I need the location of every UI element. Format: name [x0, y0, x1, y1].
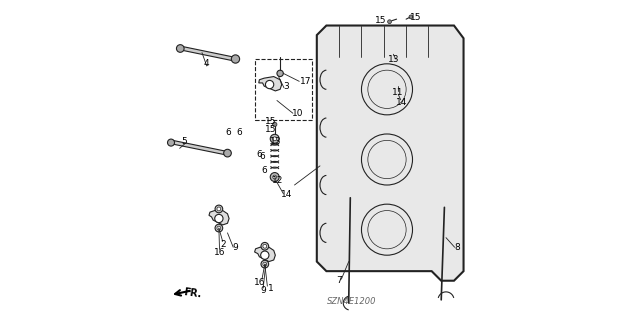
Circle shape	[277, 70, 284, 77]
Text: 13: 13	[388, 55, 399, 63]
Circle shape	[217, 226, 221, 230]
Circle shape	[273, 137, 276, 141]
Text: 13: 13	[270, 137, 282, 146]
Text: 7: 7	[336, 276, 342, 285]
Circle shape	[394, 90, 402, 98]
Circle shape	[394, 50, 403, 59]
Text: 4: 4	[204, 59, 209, 68]
Circle shape	[261, 242, 269, 250]
Circle shape	[273, 122, 277, 127]
Text: 6: 6	[257, 150, 262, 159]
Circle shape	[215, 214, 223, 223]
Polygon shape	[317, 26, 463, 281]
Circle shape	[263, 262, 267, 266]
Text: 9: 9	[232, 243, 238, 252]
Text: 14: 14	[396, 98, 407, 107]
Polygon shape	[178, 46, 236, 61]
Text: 1: 1	[268, 284, 273, 293]
Circle shape	[223, 149, 231, 157]
Circle shape	[409, 15, 413, 19]
Polygon shape	[255, 247, 275, 262]
Circle shape	[168, 139, 175, 146]
Circle shape	[266, 80, 274, 89]
Text: 11: 11	[392, 88, 404, 97]
Text: SZN4E1200: SZN4E1200	[327, 297, 377, 306]
Circle shape	[270, 134, 279, 143]
FancyBboxPatch shape	[255, 59, 312, 120]
Polygon shape	[209, 211, 229, 225]
Text: 14: 14	[281, 190, 292, 199]
Text: 16: 16	[214, 248, 225, 256]
Circle shape	[261, 260, 269, 268]
Circle shape	[215, 224, 223, 232]
Text: 8: 8	[454, 243, 460, 252]
Text: 6: 6	[225, 128, 231, 137]
Circle shape	[388, 20, 392, 24]
Text: 6: 6	[236, 128, 242, 137]
Text: 3: 3	[284, 82, 289, 91]
Circle shape	[263, 244, 267, 248]
Circle shape	[231, 55, 239, 63]
Text: 15: 15	[410, 13, 422, 22]
Circle shape	[177, 45, 184, 52]
Circle shape	[270, 173, 279, 182]
Text: 15: 15	[265, 117, 276, 126]
Text: 6: 6	[261, 166, 267, 175]
Circle shape	[217, 207, 221, 211]
Text: 15: 15	[375, 16, 387, 25]
Text: 10: 10	[292, 109, 303, 118]
Circle shape	[273, 175, 276, 179]
Circle shape	[215, 205, 223, 213]
Text: 2: 2	[220, 240, 225, 249]
Polygon shape	[259, 77, 282, 91]
Circle shape	[260, 251, 269, 259]
Text: 9: 9	[260, 286, 266, 295]
Text: FR.: FR.	[183, 287, 202, 300]
Text: 16: 16	[253, 278, 265, 287]
Polygon shape	[170, 140, 227, 155]
Text: 5: 5	[182, 137, 188, 146]
Text: 17: 17	[300, 77, 312, 86]
Text: 15: 15	[265, 125, 276, 134]
Text: 12: 12	[271, 176, 283, 185]
Text: 6: 6	[260, 152, 266, 161]
